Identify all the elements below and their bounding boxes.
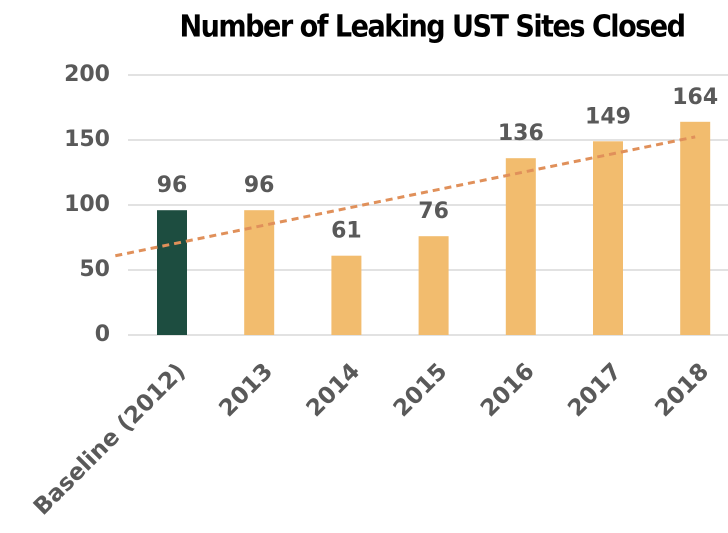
x-tick-label: 2015 [389,358,453,422]
y-tick-label: 0 [95,322,110,347]
chart-title: Number of Leaking UST Sites Closed [180,10,685,45]
data-label: 96 [244,173,275,198]
data-label: 61 [331,219,362,244]
data-label: 96 [157,173,188,198]
x-tick-label: 2016 [476,358,540,422]
data-label: 164 [672,85,718,110]
bar [680,121,711,335]
trendline [115,135,696,258]
data-label: 149 [585,104,631,129]
x-tick-label: 2017 [563,358,627,422]
data-label: 136 [498,121,544,146]
bar [244,210,275,335]
bar [593,141,623,335]
bar [157,210,187,335]
x-tick-label: Baseline (2012) [29,358,191,520]
y-tick-label: 100 [64,192,110,217]
x-tick-label: 2013 [214,358,278,422]
data-label: 76 [418,199,449,224]
y-tick-label: 150 [64,127,110,152]
bar [418,236,449,335]
bar [505,158,536,335]
bar [331,255,362,335]
x-tick-label: 2018 [650,358,714,422]
y-tick-label: 50 [79,257,110,282]
x-tick-label: 2014 [302,358,366,422]
y-tick-label: 200 [64,62,110,87]
